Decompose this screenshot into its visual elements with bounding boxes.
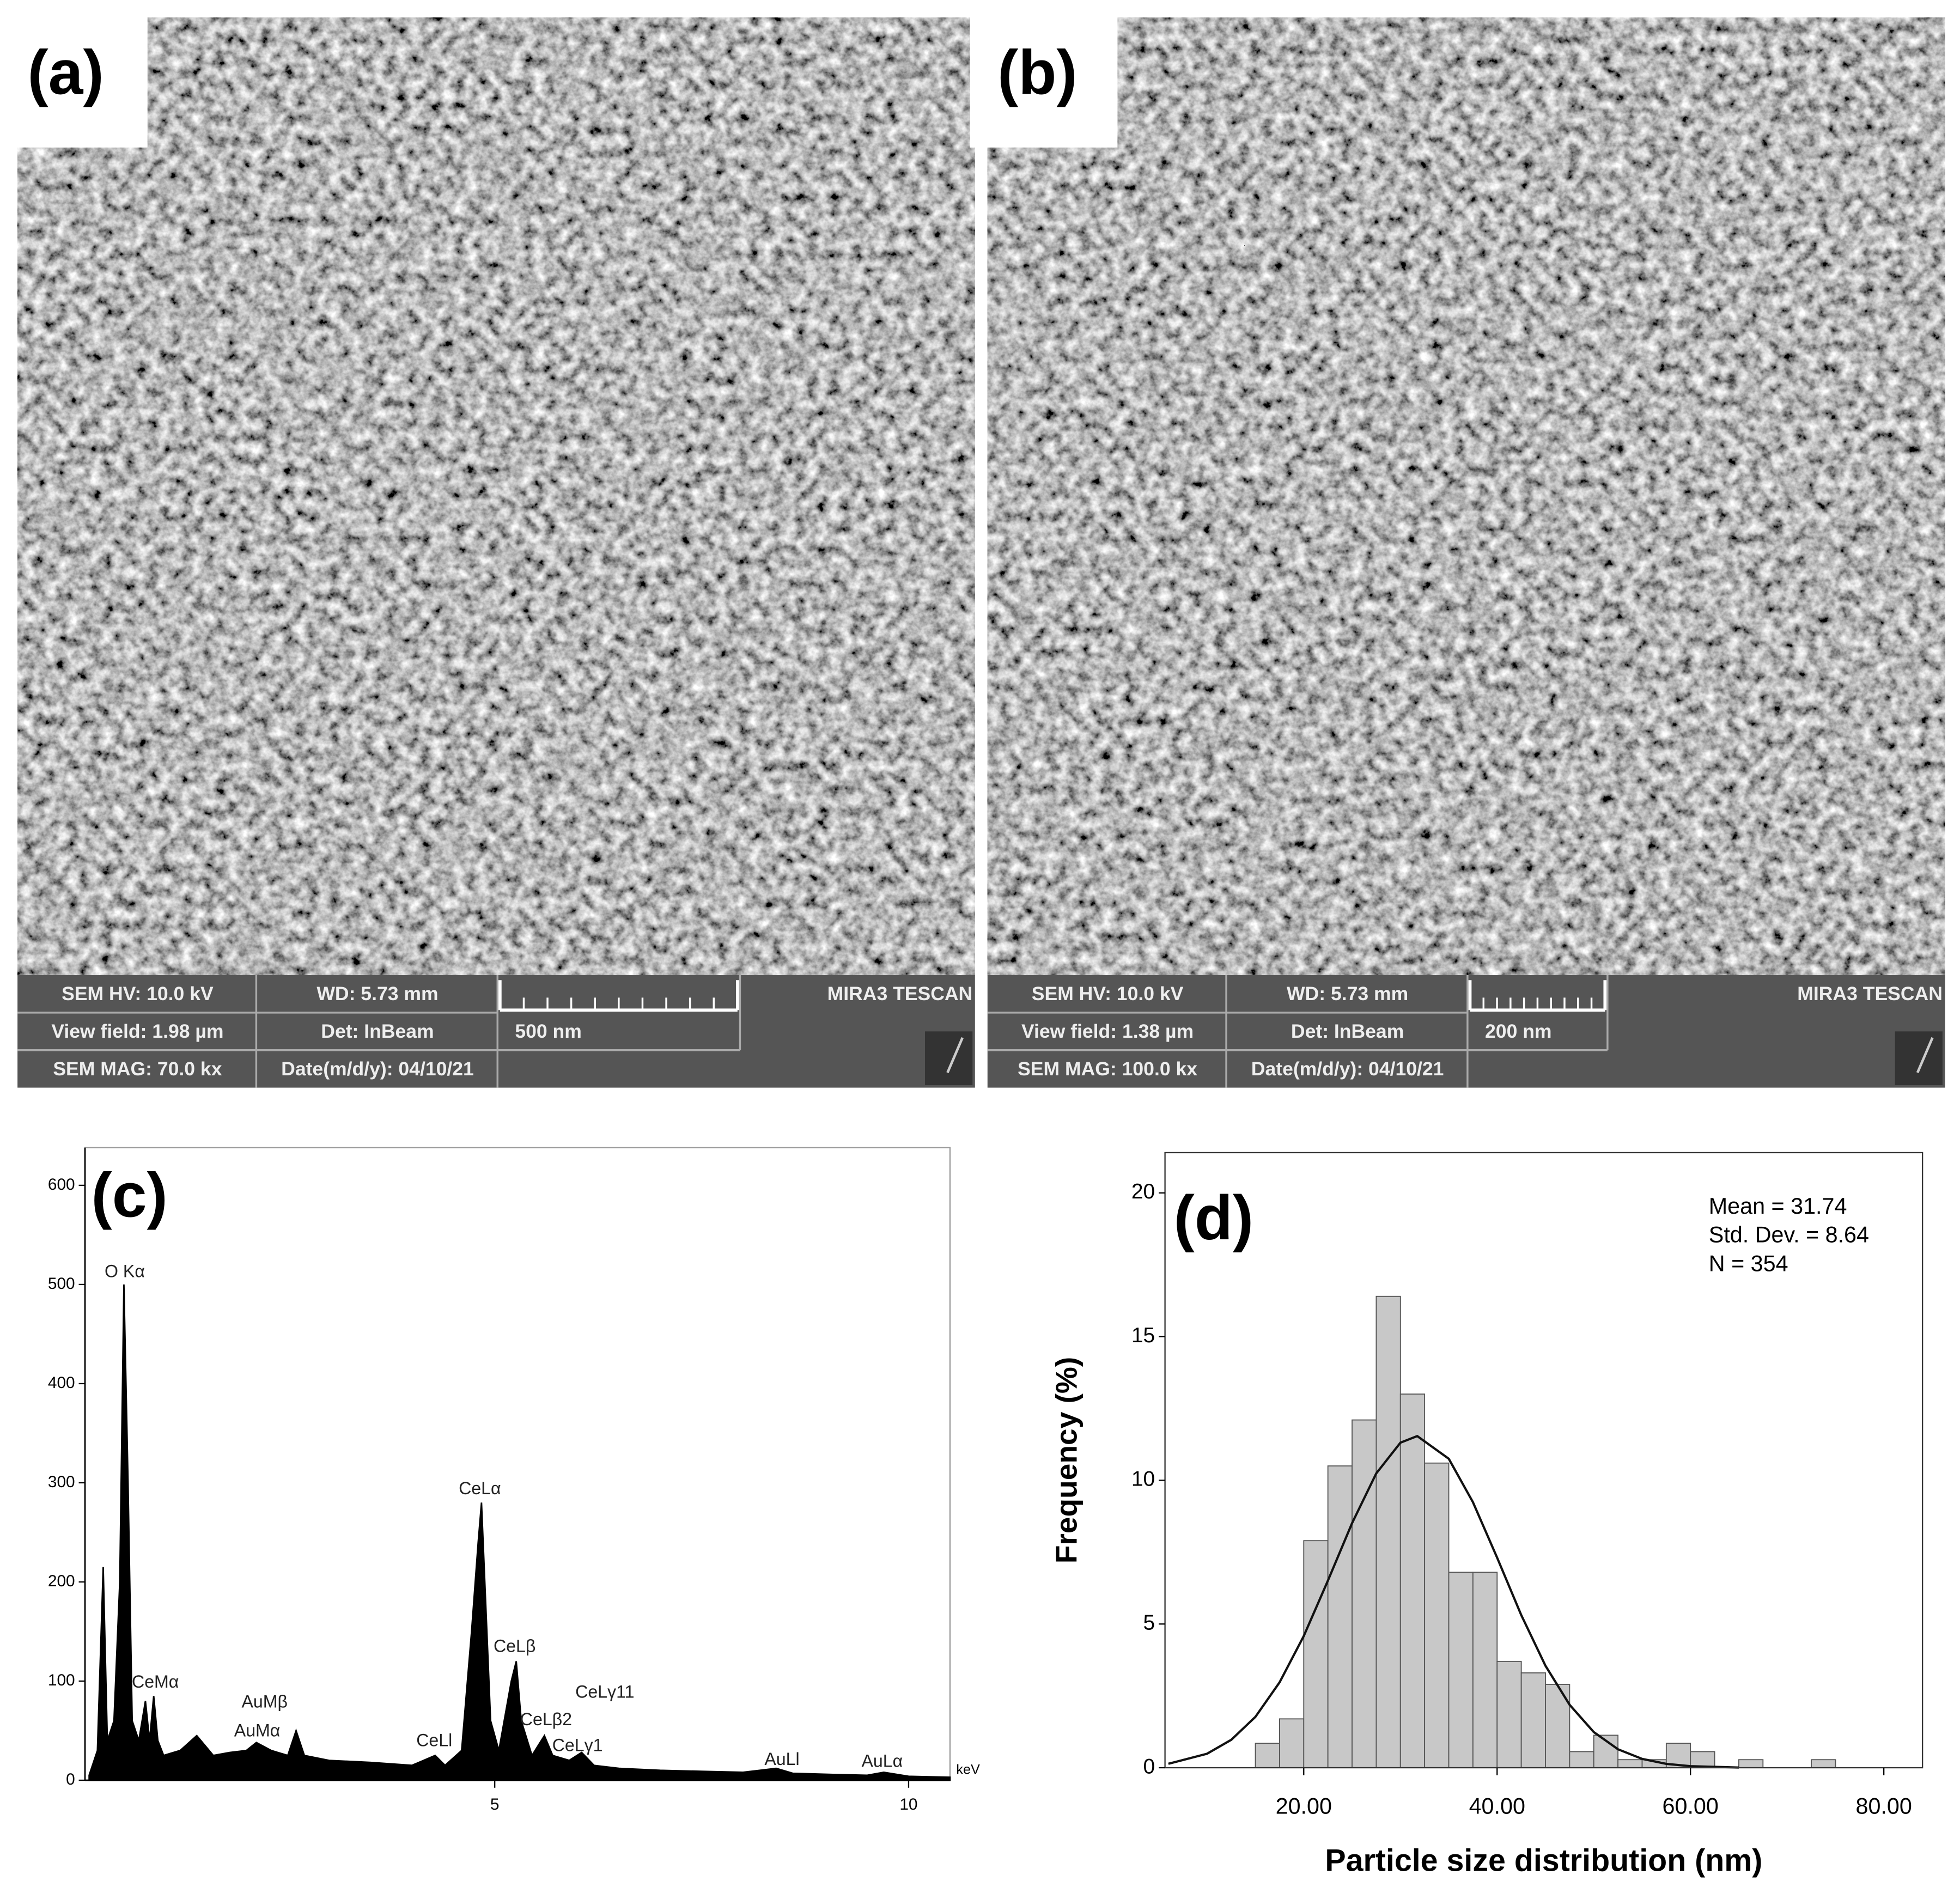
peak-label: AuLl [764, 1749, 799, 1769]
bar [1448, 1572, 1474, 1768]
bar [1375, 1295, 1401, 1768]
info-text: View field: 1.38 µm [1021, 1020, 1194, 1042]
info-bar [987, 975, 1945, 1088]
info-text: Date(m/d/y): 04/10/21 [1251, 1058, 1444, 1080]
info-bar [17, 975, 975, 1088]
panel-label: (c) [92, 1160, 168, 1230]
x-tick-label: 40.00 [1469, 1793, 1525, 1818]
y-tick-label: 0 [66, 1770, 75, 1788]
y-tick-label: 400 [48, 1374, 75, 1392]
bar [1424, 1462, 1450, 1768]
info-text: SEM HV: 10.0 kV [62, 983, 214, 1005]
peak-label: AuMα [234, 1720, 281, 1740]
normal-curve [1168, 1434, 1739, 1769]
info-text: WD: 5.73 mm [1287, 983, 1408, 1005]
logo [925, 1031, 973, 1085]
y-tick-label: 600 [48, 1176, 75, 1194]
logo [1895, 1031, 1943, 1085]
peak-label: AuMβ [242, 1691, 288, 1711]
sem-image [17, 17, 975, 976]
panel-label-box [970, 0, 1118, 148]
bar [1327, 1465, 1353, 1768]
peak-label: CeLγ1 [552, 1736, 603, 1755]
y-tick-label: 10 [1131, 1468, 1155, 1491]
y-tick-label: 500 [48, 1275, 75, 1293]
plot-frame [1164, 1152, 1924, 1769]
panel-label: (a) [27, 38, 104, 108]
bar [1569, 1751, 1594, 1768]
y-tick-label: 15 [1131, 1324, 1155, 1347]
y-tick-label: 200 [48, 1572, 75, 1590]
info-text: MIRA3 TESCAN [1797, 983, 1943, 1005]
y-tick-label: 20 [1131, 1180, 1155, 1203]
bar [1255, 1743, 1280, 1768]
y-tick-label: 0 [1143, 1755, 1155, 1778]
y-tick-label: 300 [48, 1473, 75, 1491]
y-tick-label: 5 [1143, 1611, 1155, 1635]
info-text: 200 nm [1485, 1020, 1552, 1042]
bar [1279, 1718, 1305, 1768]
bar [1496, 1660, 1522, 1768]
info-text: SEM MAG: 70.0 kx [53, 1058, 222, 1080]
y-tick-label: 100 [48, 1671, 75, 1689]
info-text: SEM HV: 10.0 kV [1032, 983, 1184, 1005]
bar [1738, 1759, 1764, 1768]
peak-label: CeLβ [494, 1636, 535, 1656]
peak-label: AuLα [861, 1751, 903, 1771]
info-text: Det: InBeam [1291, 1020, 1404, 1042]
panel-label-box [0, 0, 148, 148]
bar [1520, 1672, 1546, 1768]
x-tick-label: 10 [899, 1795, 917, 1813]
bar [1352, 1419, 1377, 1768]
info-text: View field: 1.98 µm [51, 1020, 223, 1042]
peak-label: CeLl [416, 1730, 452, 1750]
panel-label: (d) [1174, 1183, 1253, 1253]
y-axis-title: Frequency (%) [1049, 1357, 1083, 1563]
x-tick-label: 20.00 [1276, 1793, 1332, 1818]
bar [1811, 1759, 1836, 1768]
bar [1617, 1759, 1643, 1768]
info-text: Det: InBeam [321, 1020, 434, 1042]
peak-label: CeLα [459, 1478, 501, 1498]
x-unit: keV [956, 1762, 980, 1777]
peak-label: O Kα [105, 1262, 145, 1281]
logo-mark [1916, 1037, 1934, 1073]
bar [1399, 1393, 1426, 1768]
panel-label: (b) [997, 38, 1077, 108]
peak-label: CeMα [132, 1672, 179, 1691]
x-tick-label: 5 [490, 1795, 500, 1813]
stat-text: Std. Dev. = 8.64 [1709, 1222, 1869, 1247]
sem-image [987, 17, 1945, 976]
info-text: Date(m/d/y): 04/10/21 [281, 1058, 474, 1080]
info-text: 500 nm [515, 1020, 582, 1042]
x-tick-label: 80.00 [1856, 1793, 1912, 1818]
logo-mark [946, 1037, 964, 1073]
info-text: WD: 5.73 mm [316, 983, 438, 1005]
stat-text: N = 354 [1709, 1251, 1788, 1276]
info-text: SEM MAG: 100.0 kx [1018, 1058, 1197, 1080]
x-axis-title: Particle size distribution (nm) [1325, 1843, 1762, 1878]
bar [1472, 1572, 1498, 1768]
stat-text: Mean = 31.74 [1709, 1194, 1847, 1219]
peak-label: CeLγ11 [575, 1682, 634, 1701]
bar [1303, 1540, 1329, 1768]
spectrum [88, 1284, 951, 1781]
x-tick-label: 60.00 [1663, 1793, 1719, 1818]
peak-label: CeLβ2 [520, 1709, 572, 1729]
info-text: MIRA3 TESCAN [827, 983, 973, 1005]
bar [1690, 1751, 1715, 1768]
